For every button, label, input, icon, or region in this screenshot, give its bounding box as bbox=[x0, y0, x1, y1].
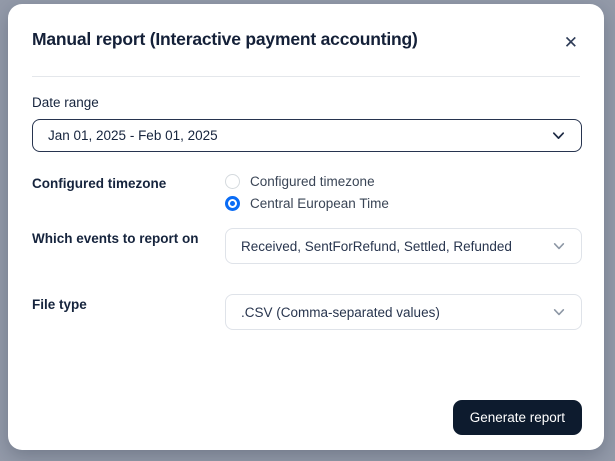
close-icon[interactable]: ✕ bbox=[558, 30, 584, 55]
file-type-label: File type bbox=[32, 297, 87, 312]
events-select[interactable]: Received, SentForRefund, Settled, Refund… bbox=[225, 228, 582, 264]
dialog-header: Manual report (Interactive payment accou… bbox=[8, 4, 604, 55]
events-label: Which events to report on bbox=[32, 231, 199, 246]
generate-report-button[interactable]: Generate report bbox=[452, 400, 582, 435]
radio-option-configured-timezone[interactable]: Configured timezone bbox=[225, 174, 389, 189]
timezone-radio-group: Configured timezone Central European Tim… bbox=[225, 173, 389, 211]
events-row: Which events to report on Received, Sent… bbox=[32, 228, 582, 264]
date-range-value: Jan 01, 2025 - Feb 01, 2025 bbox=[48, 128, 218, 143]
file-type-value: .CSV (Comma-separated values) bbox=[241, 304, 440, 320]
date-range-select[interactable]: Jan 01, 2025 - Feb 01, 2025 bbox=[32, 119, 582, 152]
radio-option-label: Configured timezone bbox=[250, 174, 375, 189]
radio-option-central-european-time[interactable]: Central European Time bbox=[225, 196, 389, 211]
dialog-title: Manual report (Interactive payment accou… bbox=[32, 29, 418, 49]
dialog-footer: Generate report bbox=[452, 400, 582, 435]
dialog-body: Date range Jan 01, 2025 - Feb 01, 2025 C… bbox=[8, 95, 604, 330]
radio-selected-icon[interactable] bbox=[225, 196, 240, 211]
manual-report-dialog: Manual report (Interactive payment accou… bbox=[8, 4, 604, 450]
chevron-down-icon bbox=[552, 239, 566, 253]
chevron-down-icon bbox=[552, 305, 566, 319]
date-range-label: Date range bbox=[32, 95, 99, 110]
chevron-down-icon bbox=[551, 128, 566, 143]
file-type-row: File type .CSV (Comma-separated values) bbox=[32, 294, 582, 330]
file-type-select[interactable]: .CSV (Comma-separated values) bbox=[225, 294, 582, 330]
radio-unselected-icon[interactable] bbox=[225, 174, 240, 189]
timezone-row: Configured timezone Configured timezone … bbox=[32, 173, 582, 211]
events-value: Received, SentForRefund, Settled, Refund… bbox=[241, 238, 512, 254]
header-divider bbox=[32, 76, 580, 77]
timezone-label: Configured timezone bbox=[32, 176, 167, 191]
radio-option-label: Central European Time bbox=[250, 196, 389, 211]
